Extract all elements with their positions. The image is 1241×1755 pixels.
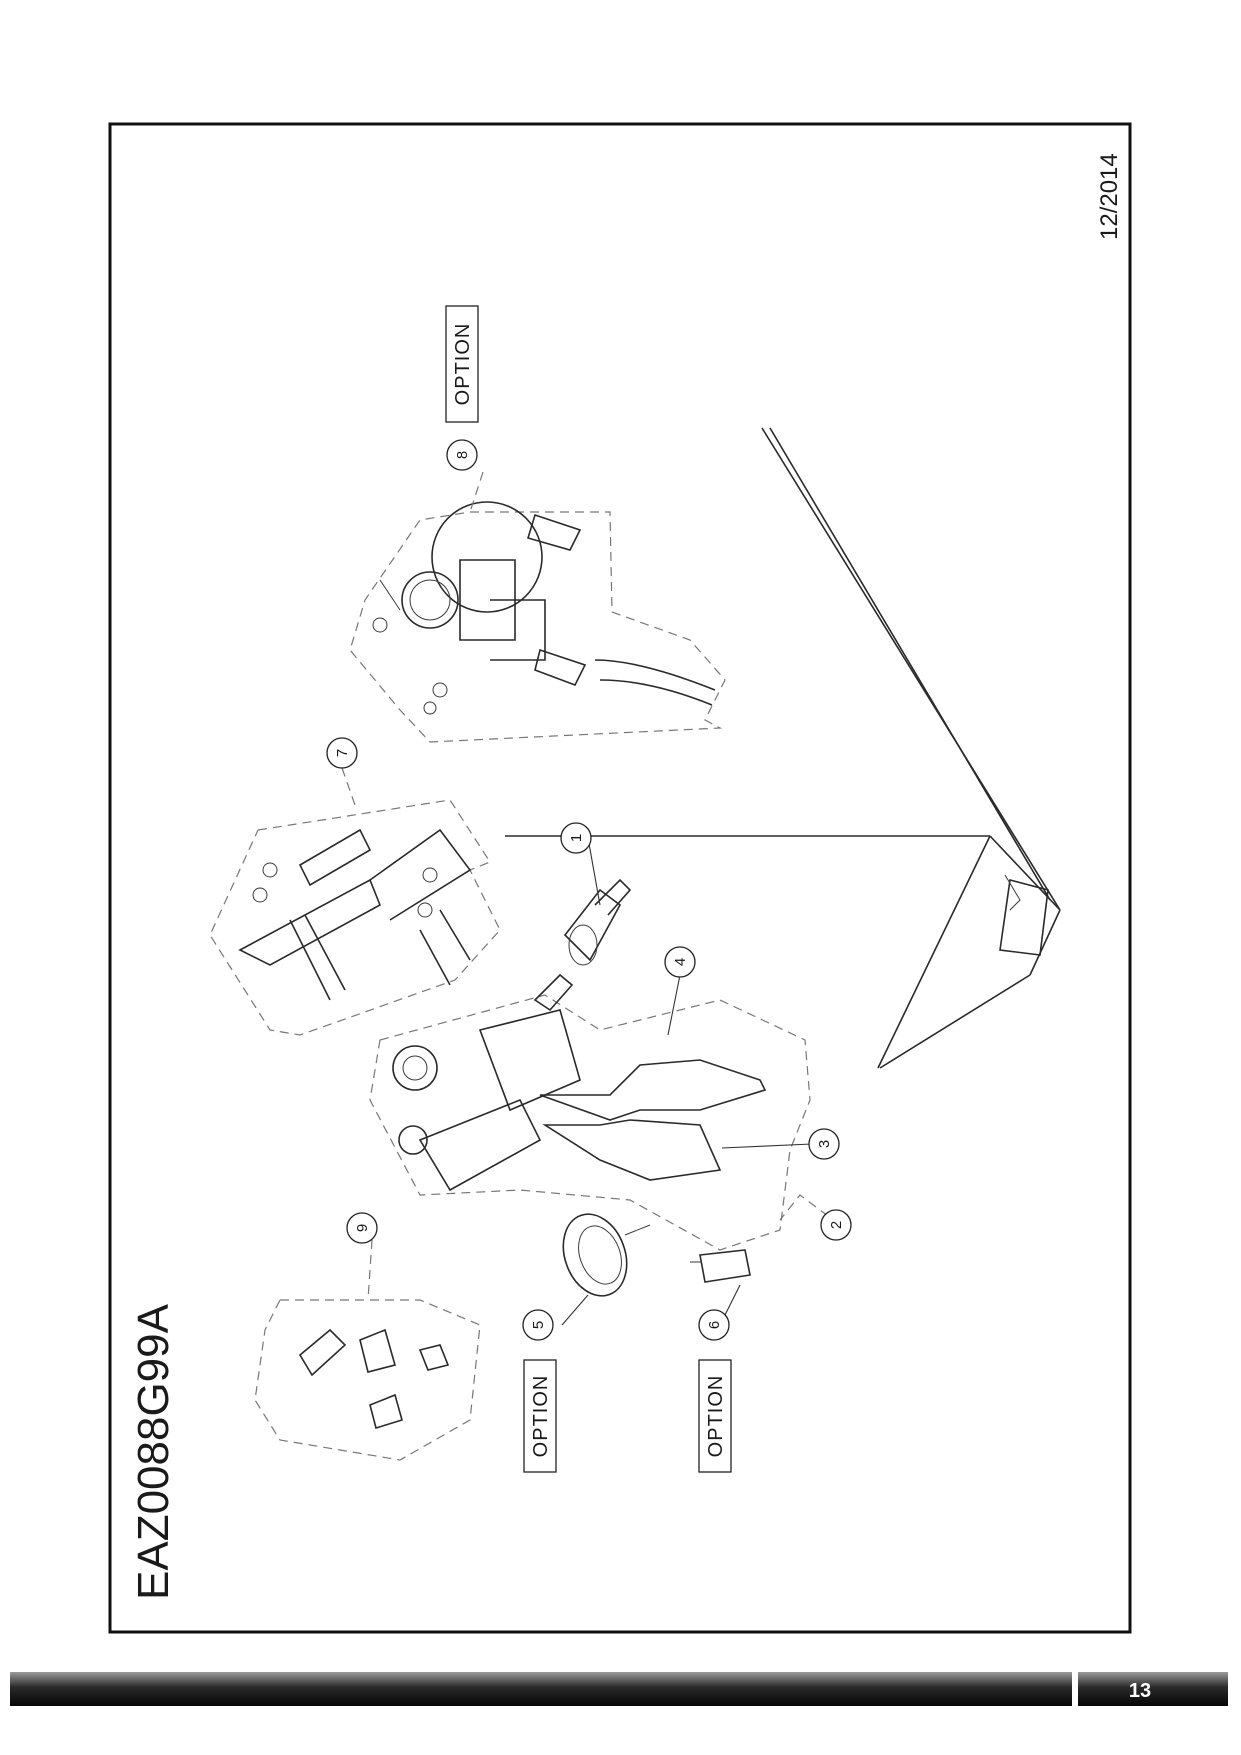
svg-text:3: 3	[816, 1140, 833, 1148]
callout-9: 9	[346, 1212, 378, 1244]
svg-text:8: 8	[454, 451, 471, 459]
option-tag-8: OPTION	[445, 305, 479, 423]
callout-4: 4	[664, 946, 696, 978]
svg-text:7: 7	[334, 749, 351, 757]
part-6-plug	[690, 1249, 751, 1283]
svg-text:1: 1	[568, 834, 585, 842]
svg-text:5: 5	[530, 1321, 547, 1329]
svg-text:6: 6	[706, 1321, 723, 1329]
svg-text:9: 9	[354, 1224, 371, 1232]
callout-7: 7	[326, 737, 358, 769]
part-5-gauge	[562, 1213, 651, 1297]
option-tag-6: OPTION	[698, 1359, 732, 1473]
document-date: 12/2014	[1096, 153, 1123, 240]
option-tag-5: OPTION	[523, 1359, 557, 1473]
svg-text:OPTION: OPTION	[452, 323, 474, 406]
callout-2: 2	[820, 1209, 852, 1241]
group-7-bracket-kit	[209, 799, 501, 1036]
machine-body-outline	[505, 427, 1061, 1069]
leader-lines	[341, 471, 841, 1326]
callout-8: 8	[446, 439, 478, 471]
callout-1: 1	[560, 822, 592, 854]
callout-6: 6	[698, 1309, 730, 1341]
callout-3: 3	[808, 1128, 840, 1160]
footer-bar: 13	[10, 1672, 1228, 1706]
group-8-regulator	[349, 501, 726, 743]
part-1-coupling	[563, 878, 632, 966]
document-code: EAZ0088G99A	[129, 1303, 178, 1600]
svg-text:OPTION: OPTION	[530, 1375, 552, 1458]
group-9-fittings	[254, 1299, 481, 1461]
drawing-frame	[108, 122, 1132, 1634]
page-number: 13	[1129, 1680, 1151, 1702]
svg-text:OPTION: OPTION	[705, 1375, 727, 1458]
svg-text:4: 4	[672, 958, 689, 966]
callout-5: 5	[522, 1309, 554, 1341]
svg-text:2: 2	[828, 1221, 845, 1229]
group-2-filter-regulator	[369, 973, 811, 1251]
